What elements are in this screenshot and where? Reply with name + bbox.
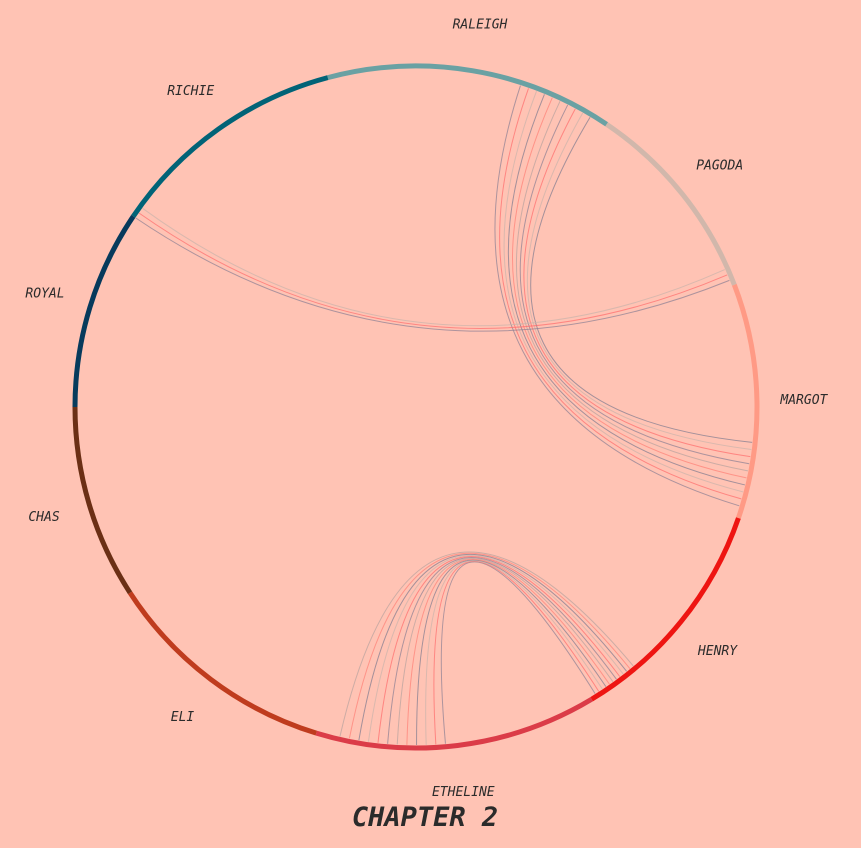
link-raleigh-margot <box>494 85 740 507</box>
link-royal-pagoda <box>142 207 725 327</box>
link-raleigh-margot <box>526 112 752 450</box>
link-etheline-henry <box>367 555 624 742</box>
link-etheline-henry <box>387 557 617 744</box>
arc-henry[interactable] <box>590 517 741 702</box>
link-etheline-henry <box>425 560 603 745</box>
link-etheline-henry <box>406 558 610 745</box>
link-etheline-henry <box>358 554 628 741</box>
link-etheline-henry <box>396 558 614 745</box>
link-raleigh-margot <box>516 101 749 472</box>
interaction-links <box>135 85 753 746</box>
link-raleigh-margot <box>523 108 751 458</box>
link-royal-pagoda <box>138 212 728 329</box>
label-eli: ELI <box>171 710 195 725</box>
link-royal-pagoda <box>135 217 730 332</box>
link-raleigh-margot <box>499 88 742 500</box>
label-raleigh: RALEIGH <box>453 17 508 32</box>
arc-pagoda[interactable] <box>605 122 737 286</box>
label-henry: HENRY <box>697 644 738 659</box>
arc-etheline[interactable] <box>315 697 593 751</box>
link-etheline-henry <box>433 561 600 745</box>
link-etheline-henry <box>339 551 634 737</box>
chapter-title: CHAPTER 2 <box>352 802 498 833</box>
arc-margot[interactable] <box>732 283 760 519</box>
label-richie: RICHIE <box>167 84 214 99</box>
link-etheline-henry <box>348 552 631 739</box>
arc-richie[interactable] <box>131 75 329 218</box>
link-raleigh-margot <box>530 117 753 443</box>
arc-eli[interactable] <box>127 591 318 736</box>
character-labels: RALEIGH PAGODA MARGOT HENRY ETHELINE ELI CHAS R… <box>25 17 828 800</box>
link-raleigh-margot <box>512 97 747 479</box>
arc-raleigh[interactable] <box>327 63 609 127</box>
character-arcs <box>72 63 760 751</box>
arc-royal[interactable] <box>72 214 136 408</box>
label-margot: MARGOT <box>779 393 828 408</box>
link-raleigh-margot <box>503 91 744 493</box>
label-pagoda: PAGODA <box>696 159 743 174</box>
link-etheline-henry <box>377 556 621 743</box>
arc-chas[interactable] <box>72 406 133 595</box>
link-etheline-henry <box>416 559 607 746</box>
label-chas: CHAS <box>28 510 59 525</box>
label-royal: ROYAL <box>25 287 64 302</box>
link-etheline-henry <box>440 561 596 744</box>
label-etheline: ETHELINE <box>432 785 495 800</box>
link-raleigh-margot <box>507 94 746 486</box>
link-raleigh-margot <box>519 104 750 465</box>
